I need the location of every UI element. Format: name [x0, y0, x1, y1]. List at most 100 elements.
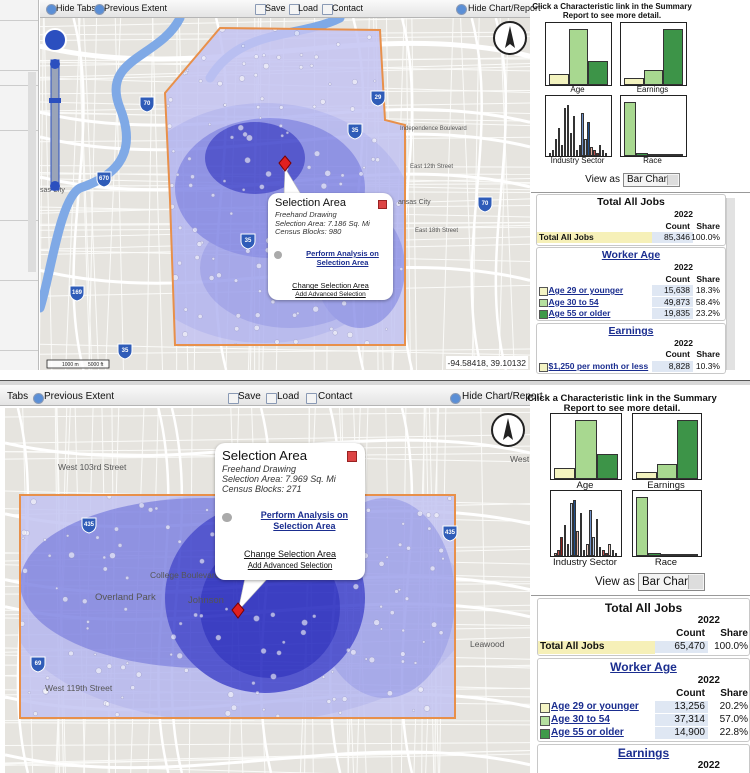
- toolbar-button[interactable]: Save: [265, 3, 286, 14]
- block-point: [296, 311, 300, 316]
- block-point: [182, 71, 187, 76]
- block-point: [312, 305, 319, 313]
- block-point: [193, 612, 198, 618]
- toolbar-button[interactable]: Previous Extent: [44, 391, 115, 403]
- mini-chart[interactable]: [550, 490, 622, 557]
- tab-divider: [0, 130, 38, 131]
- section-year: 2022: [674, 337, 693, 348]
- mini-chart-label[interactable]: Age: [576, 479, 594, 491]
- toolbar-button[interactable]: Hide Chart/Report: [468, 3, 541, 14]
- mini-chart[interactable]: [620, 95, 687, 157]
- highway-shield: [139, 96, 155, 113]
- toolbar-button[interactable]: Load: [298, 3, 319, 14]
- count-cell: [655, 700, 708, 713]
- block-point: [298, 65, 304, 70]
- toolbar-button[interactable]: Contact: [318, 391, 353, 403]
- view-select[interactable]: Bar Chart: [623, 173, 680, 187]
- analyze-link[interactable]: Perform Analysis on Selection Area: [260, 510, 348, 531]
- popup-detail: Freehand Drawing: [275, 210, 337, 220]
- block-point: [406, 545, 411, 551]
- block-point: [208, 275, 215, 281]
- block-point: [216, 272, 222, 278]
- mini-chart-label[interactable]: Earnings: [647, 479, 685, 491]
- row-label[interactable]: Age 29 or younger: [551, 700, 639, 712]
- row-count: 8,828: [668, 360, 690, 371]
- mini-chart-bar: [624, 77, 644, 85]
- block-point: [125, 576, 130, 580]
- street: [499, 18, 515, 370]
- block-point: [328, 82, 332, 86]
- toolbar-button[interactable]: Hide Chart/Report: [462, 391, 543, 403]
- block-point: [183, 307, 188, 312]
- row-label[interactable]: Age 30 to 54: [548, 296, 599, 307]
- mini-chart-label[interactable]: Industry Sector: [553, 556, 617, 568]
- toolbar-button[interactable]: Save: [238, 391, 261, 403]
- mini-chart[interactable]: [632, 490, 702, 557]
- row-label[interactable]: Age 29 or younger: [548, 285, 624, 296]
- toolbar-icon: [228, 392, 239, 404]
- mini-chart-bar: [554, 552, 557, 556]
- row-label[interactable]: Age 55 or older: [548, 308, 611, 319]
- view-option[interactable]: Bar Chart: [627, 173, 670, 185]
- mini-chart-bar: [569, 133, 572, 156]
- section-title[interactable]: Earnings: [608, 325, 654, 338]
- change-selection-link[interactable]: Change Selection Area: [292, 281, 369, 291]
- view-option[interactable]: Bar Chart: [642, 575, 692, 588]
- block-point: [294, 30, 300, 37]
- toolbar-button[interactable]: Tabs: [7, 391, 29, 403]
- toolbar-button[interactable]: Hide Tabs: [56, 3, 96, 14]
- section-title[interactable]: Worker Age: [601, 249, 661, 262]
- mini-chart-label[interactable]: Age: [570, 85, 585, 95]
- block-point: [43, 538, 47, 542]
- column-header: Share: [720, 687, 748, 699]
- block-point: [385, 555, 389, 559]
- row-label: Total All Jobs: [539, 232, 594, 243]
- close-button[interactable]: [378, 200, 387, 209]
- block-point: [187, 156, 192, 161]
- block-point: [68, 551, 75, 559]
- mini-chart[interactable]: [545, 95, 612, 157]
- section-title[interactable]: Earnings: [617, 746, 670, 761]
- mini-chart-label[interactable]: Industry Sector: [550, 156, 605, 166]
- mini-chart-label[interactable]: Race: [643, 156, 662, 166]
- analyze-link[interactable]: Perform Analysis on Selection Area: [306, 249, 379, 267]
- change-selection-link[interactable]: Change Selection Area: [243, 548, 337, 559]
- block-point: [82, 598, 88, 604]
- advanced-selection-link[interactable]: Add Advanced Selection: [295, 290, 366, 298]
- block-point: [230, 704, 238, 711]
- block-point: [276, 55, 282, 60]
- shield-number: 35: [245, 238, 252, 244]
- toolbar-button[interactable]: Load: [277, 391, 300, 403]
- mini-chart[interactable]: [620, 22, 687, 86]
- highway-shield: [240, 233, 256, 250]
- mini-chart-bar: [566, 104, 570, 156]
- block-point: [30, 498, 37, 505]
- close-button[interactable]: [347, 451, 358, 462]
- toolbar-button[interactable]: Contact: [332, 3, 364, 14]
- mini-chart-label[interactable]: Race: [654, 556, 678, 568]
- advanced-selection-link[interactable]: Add Advanced Selection: [247, 560, 333, 570]
- view-select[interactable]: Bar Chart: [638, 573, 705, 591]
- instructions: Click a Characteristic link in the Summa…: [532, 2, 692, 20]
- block-point: [276, 650, 282, 656]
- row-label[interactable]: Age 30 to 54: [551, 713, 610, 725]
- block-point: [21, 529, 28, 536]
- toolbar-button[interactable]: Previous Extent: [104, 3, 168, 14]
- column-header: Share: [696, 220, 720, 231]
- row-label[interactable]: $1,250 per month or less: [548, 360, 649, 371]
- block-point: [301, 619, 308, 626]
- mini-chart[interactable]: [632, 413, 702, 480]
- row-label[interactable]: Age 55 or older: [551, 726, 624, 738]
- mini-chart-bar: [602, 549, 605, 556]
- mini-chart-label[interactable]: Earnings: [636, 85, 669, 95]
- block-point: [404, 596, 410, 601]
- block-point: [194, 254, 200, 260]
- section-title[interactable]: Worker Age: [610, 660, 677, 675]
- count-cell: [652, 285, 693, 296]
- mini-chart[interactable]: [550, 413, 622, 480]
- highway-shield: [96, 171, 112, 188]
- popup-detail: Selection Area: 7.186 Sq. Mi: [275, 218, 370, 228]
- mini-chart-bar: [648, 552, 661, 556]
- mini-chart[interactable]: [545, 22, 612, 86]
- block-point: [417, 686, 424, 693]
